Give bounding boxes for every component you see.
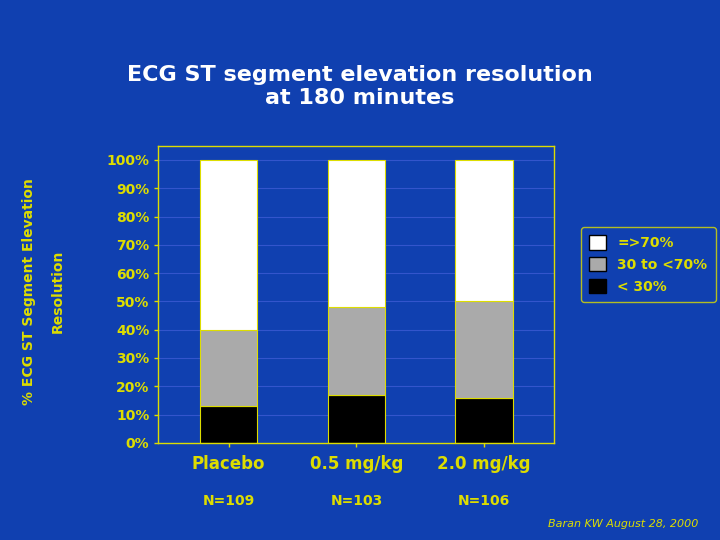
Text: N=103: N=103 [330, 494, 382, 508]
Bar [328, 160, 385, 307]
Bar [328, 307, 385, 395]
Text: N=106: N=106 [458, 494, 510, 508]
Text: % ECG ST Segment Elevation: % ECG ST Segment Elevation [22, 178, 36, 405]
Text: Baran KW August 28, 2000: Baran KW August 28, 2000 [548, 519, 698, 529]
Bar [200, 160, 258, 329]
Text: ECG ST segment elevation resolution
at 180 minutes: ECG ST segment elevation resolution at 1… [127, 65, 593, 108]
Bar [456, 397, 513, 443]
Bar [456, 301, 513, 397]
Bar [200, 406, 258, 443]
Bar [200, 329, 258, 406]
Text: Resolution: Resolution [50, 250, 65, 333]
Bar [328, 395, 385, 443]
Text: N=109: N=109 [202, 494, 255, 508]
Bar [456, 160, 513, 301]
Legend: =>70%, 30 to <70%, < 30%: =>70%, 30 to <70%, < 30% [581, 227, 716, 302]
